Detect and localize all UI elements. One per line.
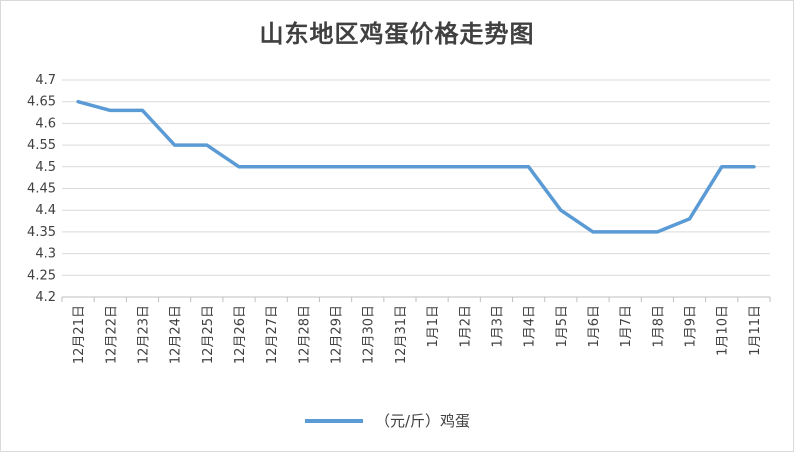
series-line-0 bbox=[76, 99, 756, 234]
y-tick-label: 4.65 bbox=[27, 95, 56, 110]
x-tick-label: 12月23日 bbox=[136, 305, 151, 364]
x-tick-label: 1月9日 bbox=[684, 305, 699, 348]
y-axis-ticks: 4.2 4.25 4.3 4.35 4.4 4.45 4.5 4.55 4.6 4.65 4.7 bbox=[27, 73, 56, 305]
legend: （元/斤）鸡蛋 bbox=[305, 410, 470, 431]
x-tick-label: 1月7日 bbox=[619, 305, 634, 348]
x-tick-label: 1月4日 bbox=[523, 305, 538, 348]
x-tick-label: 1月8日 bbox=[651, 305, 666, 348]
x-tick-label: 12月29日 bbox=[330, 305, 345, 364]
x-tick-label: 12月21日 bbox=[72, 305, 87, 364]
x-tick-label: 12月30日 bbox=[362, 305, 377, 364]
chart-title: 山东地区鸡蛋价格走势图 bbox=[259, 19, 535, 48]
x-tick-label: 12月28日 bbox=[297, 305, 312, 364]
x-tick-label: 1月1日 bbox=[426, 305, 441, 348]
x-tick-label: 1月5日 bbox=[555, 305, 570, 348]
y-tick-label: 4.45 bbox=[27, 182, 56, 197]
series-layer bbox=[76, 99, 756, 234]
y-tick-label: 4.6 bbox=[35, 116, 56, 131]
y-tick-label: 4.35 bbox=[27, 225, 56, 240]
x-tick-label: 1月11日 bbox=[748, 305, 763, 356]
legend-label: （元/斤）鸡蛋 bbox=[375, 412, 471, 430]
x-tick-label: 1月3日 bbox=[490, 305, 505, 348]
legend-swatch bbox=[305, 418, 363, 423]
x-axis-ticks: 12月21日 12月22日 12月23日 12月24日 12月25日 12月26日 12月2… bbox=[72, 305, 763, 364]
x-tick-label: 12月31日 bbox=[394, 305, 409, 364]
x-tick-label: 1月2日 bbox=[458, 305, 473, 348]
x-tick-label: 12月27日 bbox=[265, 305, 280, 364]
grid-lines bbox=[62, 79, 770, 298]
x-tick-label: 12月25日 bbox=[201, 305, 216, 364]
y-tick-label: 4.25 bbox=[27, 268, 56, 283]
x-tick-label: 12月22日 bbox=[104, 305, 119, 364]
y-tick-label: 4.4 bbox=[35, 203, 56, 218]
y-tick-label: 4.7 bbox=[35, 73, 56, 88]
x-tick-label: 1月6日 bbox=[587, 305, 602, 348]
y-tick-label: 4.2 bbox=[35, 290, 56, 305]
y-tick-label: 4.55 bbox=[27, 138, 56, 153]
y-tick-label: 4.3 bbox=[35, 247, 56, 262]
x-tick-label: 1月10日 bbox=[716, 305, 731, 356]
x-tick-label: 12月26日 bbox=[233, 305, 248, 364]
x-axis bbox=[61, 296, 771, 302]
y-tick-label: 4.5 bbox=[35, 160, 56, 175]
x-tick-label: 12月24日 bbox=[169, 305, 184, 364]
